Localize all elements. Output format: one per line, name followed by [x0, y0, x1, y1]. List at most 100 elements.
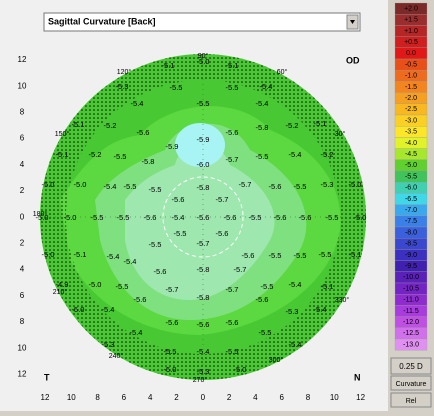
dropdown-label: Sagittal Curvature [Back]	[48, 16, 156, 26]
y-axis-label: 8	[20, 108, 25, 117]
map-reading: -5.0	[89, 280, 102, 289]
x-axis-label: 0	[201, 393, 206, 402]
map-reading: -5.5	[294, 251, 307, 260]
map-reading: -5.0	[72, 305, 85, 314]
map-reading: -5.4	[197, 347, 210, 356]
map-reading: -5.4	[131, 99, 144, 108]
x-axis-label: 6	[279, 393, 284, 402]
map-reading: -5.6	[197, 213, 210, 222]
map-reading: -5.5	[174, 229, 187, 238]
scale-label: -7.0	[405, 207, 417, 214]
map-reading: -5.7	[166, 285, 179, 294]
map-reading: -5.5	[256, 152, 269, 161]
map-reading: -5.8	[197, 183, 210, 192]
map-reading: -5.1	[72, 120, 85, 129]
mode-button-label: Curvature	[396, 381, 427, 388]
rel-button-label: Rel	[406, 398, 417, 405]
map-reading: -5.1	[74, 250, 87, 259]
map-reading: -5.0	[234, 365, 247, 374]
map-reading: -5.7	[216, 195, 229, 204]
map-reading: -5.6	[216, 229, 229, 238]
map-reading: -5.0	[197, 57, 210, 66]
eye-label: OD	[346, 55, 360, 65]
map-reading: -5.6	[274, 213, 287, 222]
map-reading: -5.6	[256, 295, 269, 304]
map-zone	[125, 144, 275, 300]
y-axis-label: 2	[20, 186, 25, 195]
map-reading: -5.4	[107, 252, 120, 261]
y-axis-label: 0	[20, 212, 25, 221]
map-reading: -5.7	[226, 285, 239, 294]
temporal-label: T	[44, 372, 50, 382]
map-reading: -5.1	[349, 250, 362, 259]
map-reading: -5.5	[261, 282, 274, 291]
scale-label: -3.5	[405, 129, 417, 136]
map-reading: -5.6	[144, 213, 157, 222]
map-reading: -5.4	[104, 182, 117, 191]
map-reading: -5.1	[162, 61, 175, 70]
scale-label: +0.5	[404, 39, 418, 46]
scale-label: -10.0	[403, 274, 419, 281]
map-reading: -5.0	[42, 180, 55, 189]
y-axis-label: 2	[20, 239, 25, 248]
map-reading: -5.5	[170, 83, 183, 92]
map-reading: -5.2	[286, 121, 299, 130]
map-reading: -5.4	[289, 340, 302, 349]
step-box	[390, 357, 432, 375]
scale-label: +2.0	[404, 5, 418, 12]
x-axis-label: 6	[122, 393, 127, 402]
map-reading: -5.0	[42, 250, 55, 259]
scale-label: -10.5	[403, 285, 419, 292]
rel-button[interactable]	[390, 392, 432, 408]
angle-label: 210°	[53, 288, 68, 296]
map-reading: -5.0	[354, 213, 367, 222]
map-reading: -5.4	[256, 99, 269, 108]
map-reading: -5.9	[166, 142, 179, 151]
map-reading: -5.5	[116, 282, 129, 291]
x-axis-label: 4	[253, 393, 258, 402]
map-reading: -5.6	[166, 318, 179, 327]
x-axis-label: 2	[174, 393, 179, 402]
map-reading: -4.9	[56, 280, 69, 289]
map-reading: -5.5	[226, 83, 239, 92]
x-axis-label: 8	[95, 393, 100, 402]
map-reading: -5.5	[124, 182, 137, 191]
map-reading: -5.1	[314, 119, 327, 128]
map-reading: -5.5	[249, 213, 262, 222]
angle-label: 300°	[269, 356, 284, 364]
map-reading: -5.6	[242, 251, 255, 260]
map-reading: -5.5	[117, 213, 130, 222]
map-reading: -5.4	[172, 213, 185, 222]
scale-label: -2.0	[405, 95, 417, 102]
angle-label: 330°	[335, 296, 350, 304]
view-dropdown[interactable]	[43, 12, 361, 32]
angle-label: 180°	[33, 210, 48, 218]
angle-label: 90°	[198, 52, 209, 60]
map-reading: -5.6	[197, 320, 210, 329]
scale-label: -12.5	[403, 330, 419, 337]
map-reading: -5.5	[197, 99, 210, 108]
y-axis-label: 10	[18, 81, 27, 90]
map-reading: -5.8	[197, 293, 210, 302]
x-axis-label: 10	[330, 393, 339, 402]
scale-label: -4.0	[405, 140, 417, 147]
map-reading: -5.6	[226, 128, 239, 137]
y-axis-label: 4	[20, 160, 25, 169]
map-reading: -5.6	[137, 128, 150, 137]
map-reading: -5.4	[289, 150, 302, 159]
map-reading: -5.3	[321, 180, 334, 189]
map-reading: -5.0	[74, 180, 87, 189]
map-reading: -5.8	[142, 157, 155, 166]
mode-button[interactable]	[390, 375, 432, 391]
map-reading: -5.7	[197, 239, 210, 248]
map-reading: -5.0	[36, 213, 49, 222]
map-reading: -5.7	[226, 155, 239, 164]
scale-label: -7.5	[405, 218, 417, 225]
scale-label: -11.0	[403, 297, 419, 304]
map-reading: -5.5	[164, 347, 177, 356]
map-reading: -5.5	[319, 250, 332, 259]
x-axis-label: 2	[227, 393, 232, 402]
dropdown-arrow	[350, 20, 355, 24]
map-reading: -5.2	[321, 150, 334, 159]
map-reading: -5.4	[102, 305, 115, 314]
